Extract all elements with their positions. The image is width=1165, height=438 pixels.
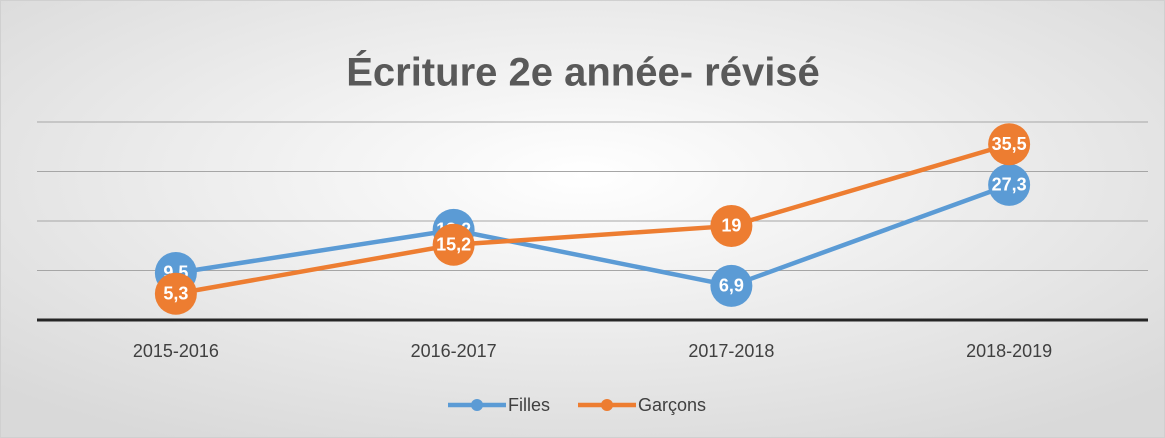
- grid: 2015-2016 2016-2017 2017-2018 2018-2019: [37, 121, 1148, 361]
- legend-marker: [471, 399, 483, 411]
- legend: Filles Garçons: [448, 395, 706, 415]
- marker: [154, 272, 197, 315]
- x-tick-label: 2018-2019: [966, 341, 1052, 361]
- data-label: 19: [721, 216, 741, 236]
- chart-title: Écriture 2e année- révisé: [346, 50, 820, 95]
- data-label: 15,2: [436, 235, 471, 255]
- data-label: 27,3: [992, 175, 1027, 195]
- marker: [710, 204, 753, 247]
- x-tick-label: 2016-2017: [411, 341, 497, 361]
- legend-label: Filles: [508, 395, 550, 415]
- series-line: [175, 182, 1010, 289]
- marker: [710, 264, 753, 307]
- data-label: 6,9: [719, 276, 744, 296]
- data-label: 35,5: [992, 134, 1027, 154]
- x-tick-label: 2017-2018: [688, 341, 774, 361]
- marker: [988, 163, 1031, 206]
- marker: [432, 223, 475, 266]
- legend-label: Garçons: [638, 395, 706, 415]
- marker: [988, 123, 1031, 166]
- series-line: [175, 142, 1010, 296]
- legend-marker: [601, 399, 613, 411]
- x-tick-label: 2015-2016: [133, 341, 219, 361]
- data-label: 5,3: [163, 284, 188, 304]
